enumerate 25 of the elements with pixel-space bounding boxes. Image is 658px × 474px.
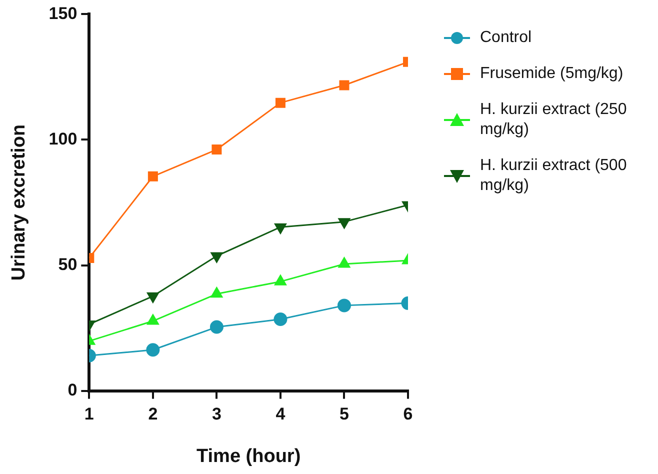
x-tick-label: 4: [276, 404, 286, 424]
x-tick-label: 6: [403, 404, 413, 424]
point: [338, 257, 350, 268]
y-tick-label: 150: [48, 4, 78, 23]
legend-label: H. kurzii extract (500 mg/kg): [480, 156, 628, 196]
x-tick-label: 3: [212, 404, 222, 424]
point: [212, 144, 222, 155]
point: [210, 320, 224, 334]
x-tick-label: 1: [84, 404, 94, 424]
legend-label: Frusemide (5mg/kg): [480, 64, 624, 84]
legend-label: Control: [480, 28, 532, 48]
point: [274, 274, 286, 286]
y-axis-title: Urinary excretion: [8, 124, 30, 281]
point: [275, 98, 286, 108]
y-tick-label: 100: [48, 129, 78, 148]
point: [337, 298, 351, 312]
x-tick-label: 2: [148, 404, 158, 424]
point: [339, 80, 350, 90]
x-tick-label: 5: [340, 404, 349, 424]
y-tick-label: 50: [58, 254, 78, 274]
point: [274, 312, 288, 326]
legend-label: H. kurzii extract (250 mg/kg): [480, 100, 628, 140]
x-axis-title: Time (hour): [196, 446, 301, 467]
y-tick-label: 0: [68, 380, 78, 400]
point: [210, 287, 223, 298]
